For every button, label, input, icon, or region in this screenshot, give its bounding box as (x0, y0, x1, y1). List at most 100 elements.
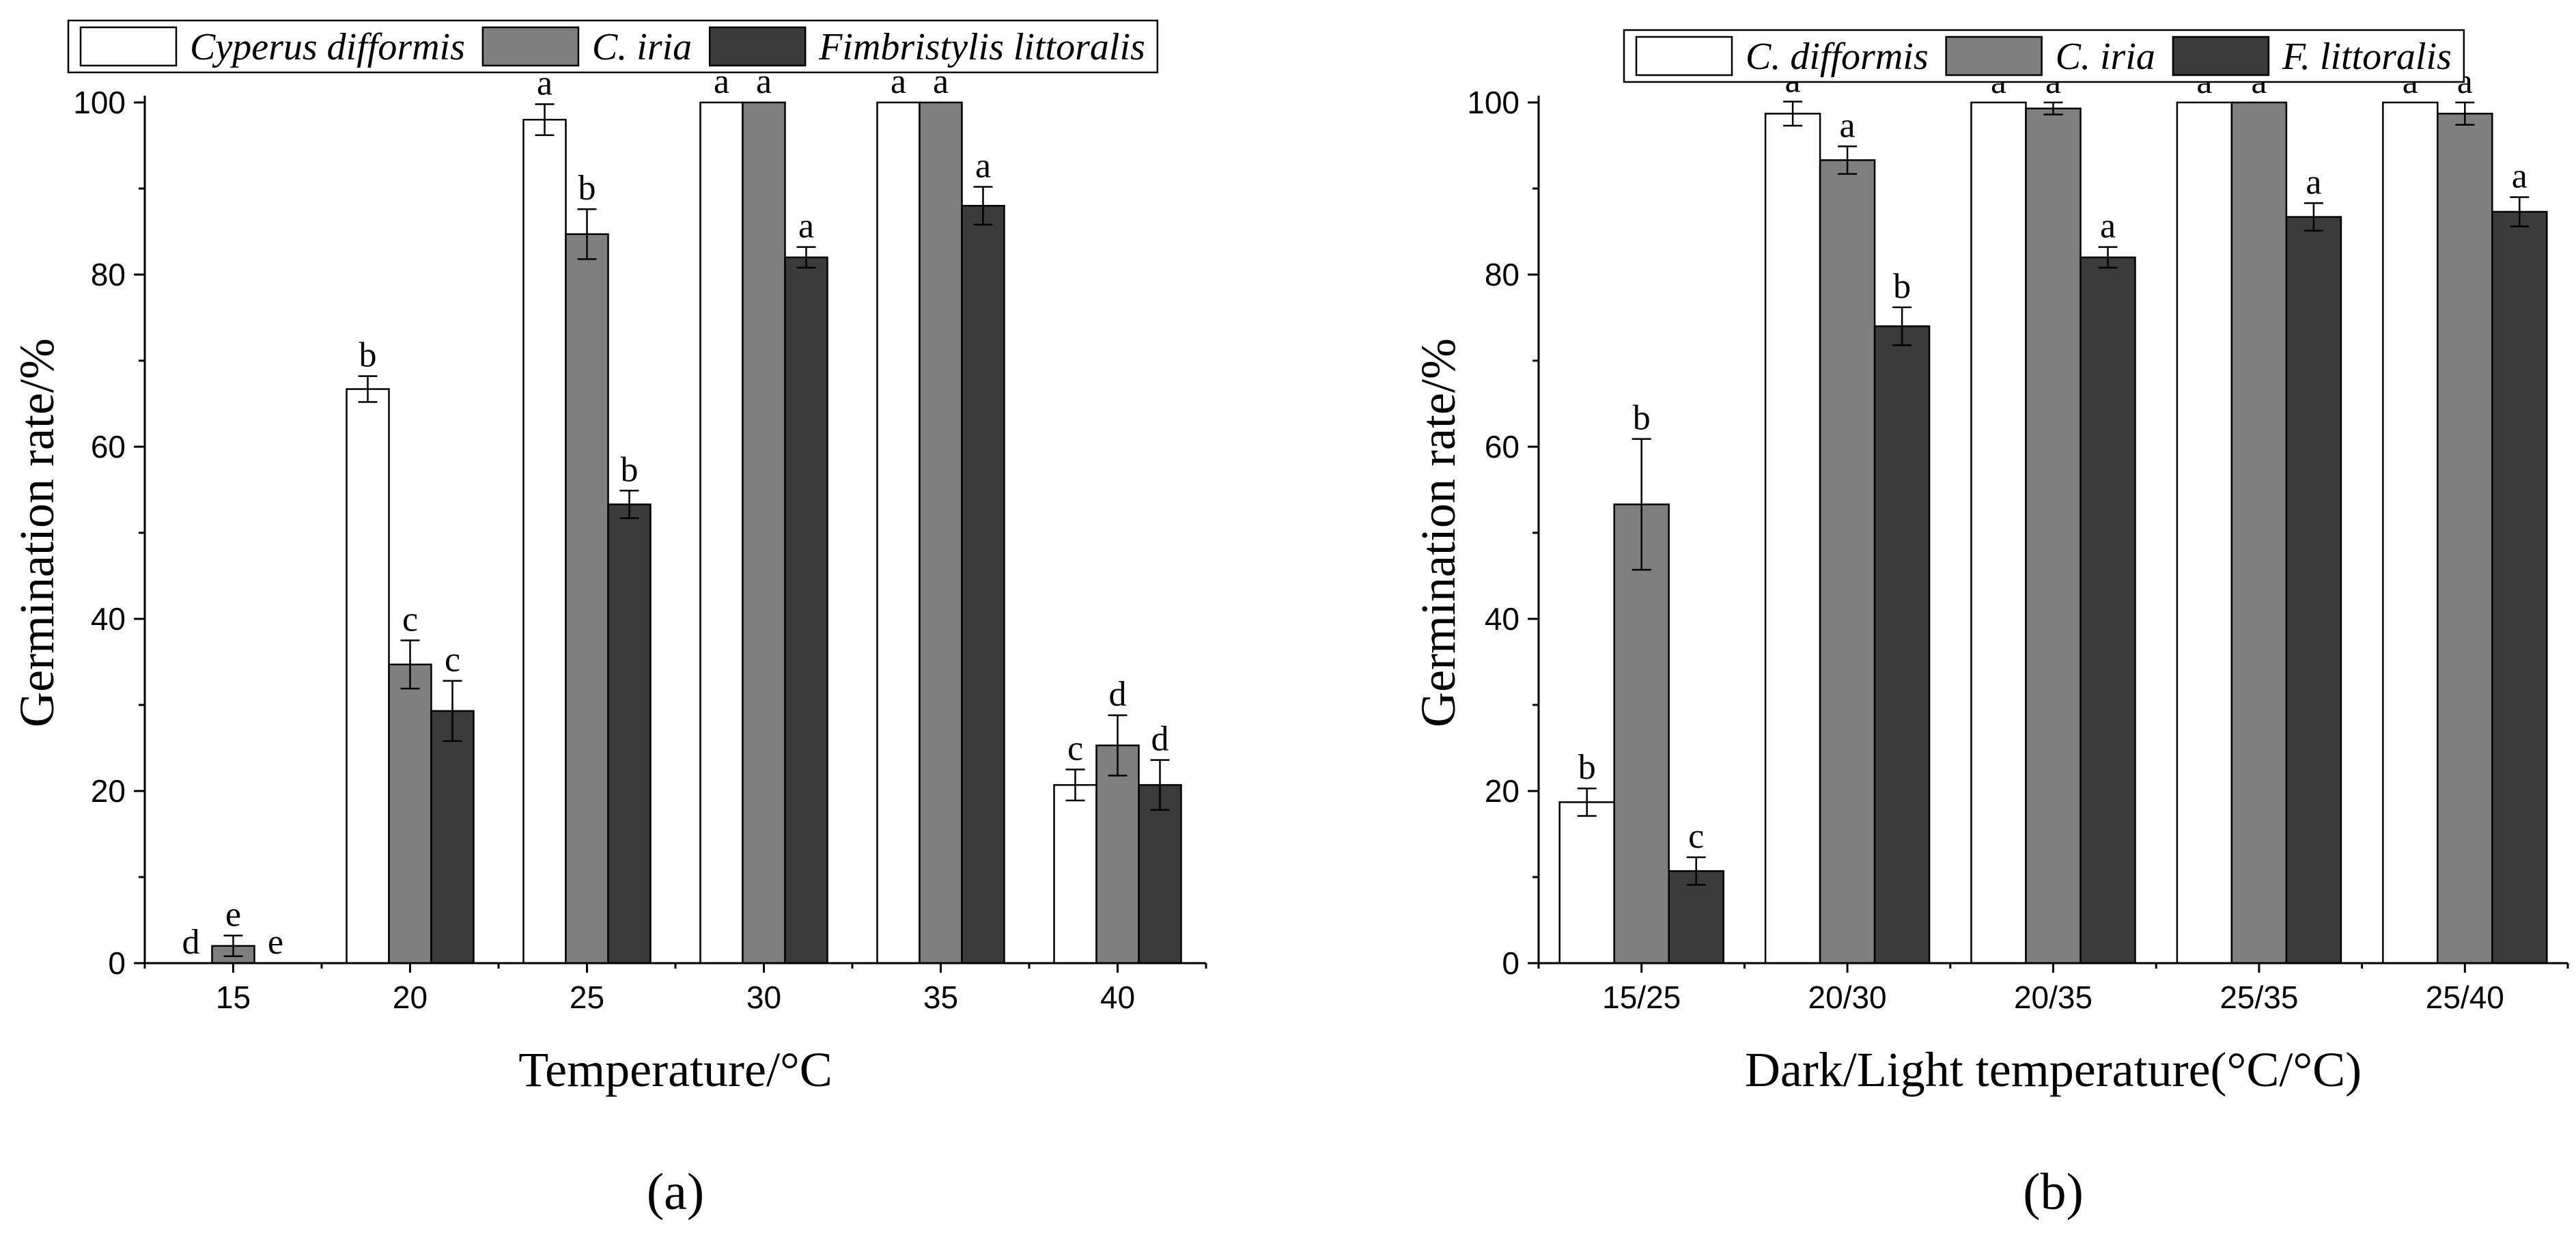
x-axis-title: Dark/Light temperature(°C/°C) (1745, 1042, 2362, 1097)
bar (742, 101, 786, 965)
significance-letter: b (578, 169, 596, 208)
significance-letter: c (1067, 730, 1083, 768)
bar (1053, 783, 1097, 965)
panel-b-chart: baaaabaaaacbaaa02040608010015/2520/3020/… (1411, 29, 2569, 1221)
significance-letter: e (225, 896, 241, 934)
legend-box (1623, 29, 2465, 83)
y-tick-label: 20 (1485, 773, 1520, 809)
y-tick-label: 100 (73, 85, 126, 120)
bar (388, 663, 432, 965)
bar (919, 101, 963, 965)
significance-letter: b (359, 336, 377, 375)
x-axis-title: Temperature/°C (518, 1042, 832, 1097)
y-tick-label: 60 (1485, 429, 1520, 464)
bar (1095, 744, 1140, 965)
bar (2176, 101, 2233, 965)
x-tick-label: 40 (1100, 980, 1135, 1015)
legend: C. difformis C. iria F. littoralis (1623, 29, 2465, 83)
significance-letter: a (2306, 163, 2321, 202)
legend-swatch (481, 26, 580, 67)
bar (784, 256, 828, 965)
series-3: c b a a a (1668, 157, 2548, 965)
bar (522, 118, 567, 965)
legend-item: F. littoralis (2172, 36, 2452, 78)
series-2: baaaa (1613, 62, 2493, 965)
x-tick-label: 25 (570, 980, 604, 1015)
bar (1873, 325, 1931, 965)
y-tick-label: 0 (1502, 945, 1520, 981)
panel-a-chart: d b a a a ce c b a a de c b a a d 0 20 40 60 80 100 15 20 25 30 35… (10, 19, 1207, 1221)
bar (2437, 113, 2493, 965)
legend-box (67, 19, 1159, 74)
legend-label: C. iria (592, 26, 692, 68)
legend-label: C. difformis (1746, 36, 1929, 78)
significance-letter: a (1840, 106, 1856, 145)
x-tick-label: 15 (216, 980, 251, 1015)
legend-swatch (79, 26, 178, 67)
bar (1970, 101, 2027, 965)
significance-letter: e (268, 923, 283, 962)
bar (2025, 107, 2082, 965)
series-2: e c b a a d (211, 62, 1140, 965)
significance-letter: d (182, 923, 200, 962)
x-tick-label: 20 (393, 980, 428, 1015)
legend-swatch (2172, 36, 2270, 77)
x-tick-label: 15/25 (1602, 980, 1681, 1015)
bar (1138, 783, 1182, 965)
significance-letter: c (402, 600, 418, 639)
legend-swatch (1635, 36, 1733, 77)
bar (430, 710, 475, 965)
y-tick-label: 80 (91, 257, 126, 292)
legend-item: C. difformis (1635, 36, 1929, 78)
legend-item: Fimbristylis littoralis (708, 26, 1145, 68)
panel-label: (b) (2023, 1163, 2084, 1221)
legend-label: Fimbristylis littoralis (818, 26, 1145, 68)
significance-letter: b (1893, 267, 1911, 306)
bar (2230, 101, 2288, 965)
bar (876, 101, 921, 965)
legend-item: C. iria (481, 26, 692, 68)
x-tick-label: 35 (923, 980, 958, 1015)
series-1: baaaa (1558, 61, 2439, 965)
legend-label: C. iria (2056, 36, 2155, 78)
significance-letter: b (621, 450, 639, 489)
significance-letter: c (1688, 817, 1704, 856)
significance-letter: d (1151, 720, 1169, 759)
panel-label: (a) (647, 1163, 704, 1221)
bar (607, 503, 652, 965)
bar (1613, 503, 1670, 965)
legend-swatch (708, 26, 807, 67)
bar (961, 204, 1005, 965)
significance-letter: a (975, 146, 991, 185)
y-tick-label: 20 (91, 773, 126, 809)
y-tick-label: 60 (91, 429, 126, 464)
bar (699, 101, 744, 965)
series-1: d b a a a c (182, 62, 1097, 965)
significance-letter: a (798, 207, 814, 246)
bar (1764, 113, 1821, 965)
legend-swatch (1945, 36, 2043, 77)
bar (565, 233, 609, 965)
y-axis-title: Germination rate/% (1411, 338, 1466, 727)
bar (2080, 256, 2136, 965)
bar (346, 388, 390, 965)
x-tick-label: 20/30 (1808, 980, 1887, 1015)
bar (2285, 216, 2342, 965)
bar (2382, 101, 2439, 965)
y-axis-title: Germination rate/% (10, 338, 64, 727)
y-tick-label: 40 (1485, 601, 1520, 637)
significance-letter: c (445, 641, 460, 680)
legend-item: Cyperus difformis (79, 26, 465, 68)
bar (1558, 801, 1615, 965)
significance-letter: a (2512, 157, 2528, 196)
significance-letter: a (537, 64, 552, 103)
x-tick-label: 30 (746, 980, 781, 1015)
y-tick-label: 40 (91, 601, 126, 637)
y-tick-label: 80 (1485, 257, 1520, 292)
y-tick-label: 100 (1467, 85, 1520, 120)
significance-letter: b (1578, 748, 1596, 787)
legend-item: C. iria (1945, 36, 2155, 78)
x-tick-label: 25/40 (2426, 980, 2504, 1015)
legend-label: F. littoralis (2282, 36, 2452, 78)
